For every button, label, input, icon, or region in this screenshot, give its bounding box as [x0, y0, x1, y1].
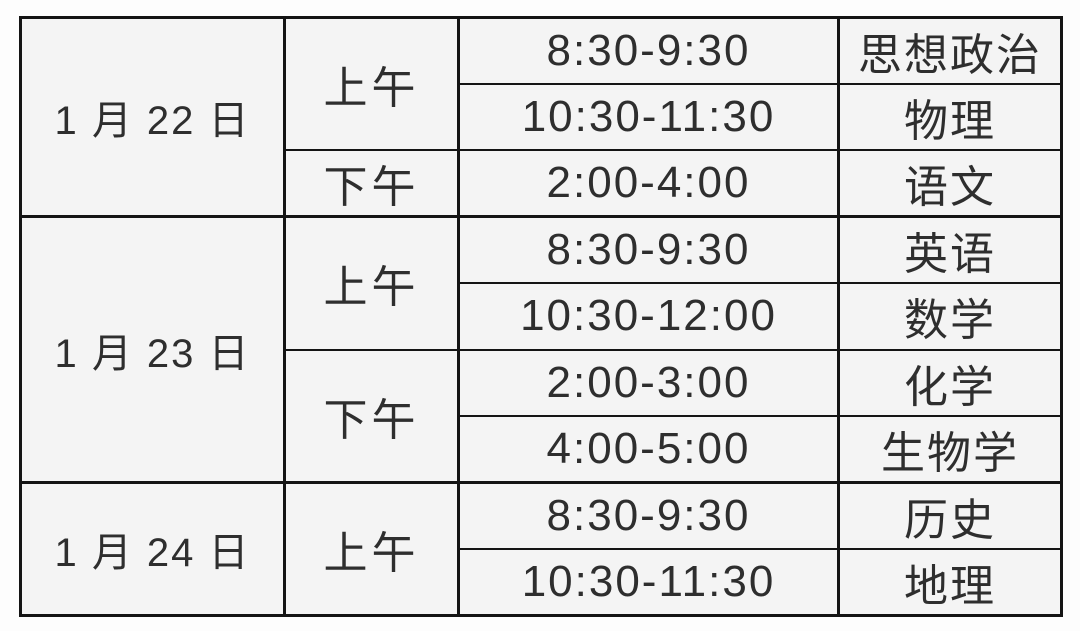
time-cell: 10:30-11:30	[457, 83, 840, 152]
subject-cell: 思想政治	[837, 16, 1063, 86]
table-row: 1 月 24 日 上午 8:30-9:30 历史	[19, 480, 1063, 617]
date-cell: 1 月 24 日	[19, 480, 286, 617]
table-row: 1 月 22 日 上午 8:30-9:30 思想政治	[19, 16, 1063, 218]
subject-cell: 化学	[837, 348, 1063, 417]
time-cell: 10:30-12:00	[457, 282, 840, 351]
table-row: 下午 2:00-4:00 语文	[21, 149, 1063, 218]
subject-cell: 物理	[837, 83, 1063, 152]
table-row: 4:00-5:00 生物学	[21, 414, 1063, 484]
time-cell: 8:30-9:30	[457, 16, 840, 86]
table-row: 10:30-12:00 数学	[21, 282, 1063, 351]
subject-cell: 历史	[837, 480, 1063, 550]
subject-cell: 生物学	[837, 414, 1063, 484]
session-cell: 上午	[283, 16, 460, 152]
time-cell: 10:30-11:30	[457, 547, 840, 617]
session-cell: 上午	[283, 480, 460, 617]
table-row: 1 月 23 日 上午 8:30-9:30 英语	[19, 215, 1063, 484]
subject-cell: 英语	[837, 215, 1063, 285]
session-cell: 上午	[283, 215, 460, 351]
table-row: 10:30-11:30 物理	[21, 83, 1063, 152]
subject-cell: 语文	[837, 149, 1063, 218]
table-row: 下午 2:00-3:00 化学	[21, 348, 1063, 484]
table-row: 10:30-11:30 地理	[21, 547, 1063, 617]
session-cell: 下午	[283, 348, 460, 484]
date-cell: 1 月 22 日	[19, 16, 286, 218]
time-cell: 8:30-9:30	[457, 480, 840, 550]
time-cell: 8:30-9:30	[457, 215, 840, 285]
time-cell: 2:00-3:00	[457, 348, 840, 417]
subject-cell: 地理	[837, 547, 1063, 617]
time-cell: 2:00-4:00	[457, 149, 840, 218]
exam-schedule-table: 1 月 22 日 上午 8:30-9:30 思想政治 10:30-11:30 物…	[19, 16, 1063, 617]
time-cell: 4:00-5:00	[457, 414, 840, 484]
subject-cell: 数学	[837, 282, 1063, 351]
session-cell: 下午	[283, 149, 460, 218]
date-cell: 1 月 23 日	[19, 215, 286, 484]
exam-schedule: 1 月 22 日 上午 8:30-9:30 思想政治 10:30-11:30 物…	[19, 16, 1063, 617]
